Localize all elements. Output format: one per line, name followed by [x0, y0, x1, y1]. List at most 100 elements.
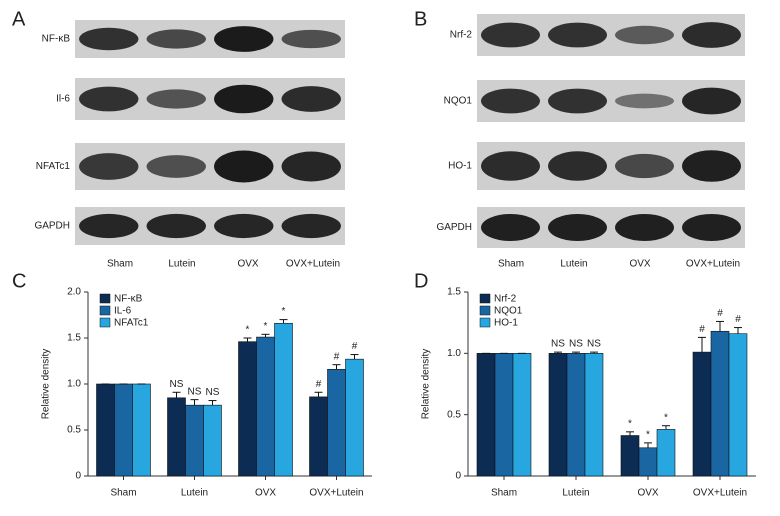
x-tick-label: OVX — [637, 488, 658, 499]
blot-band — [682, 150, 741, 182]
protein-label: GAPDH — [436, 222, 472, 233]
panel-letter: D — [414, 270, 428, 292]
bar — [638, 447, 658, 477]
blot-band — [481, 214, 540, 241]
significance-label: * — [282, 306, 286, 317]
blot-band — [146, 213, 206, 239]
blot-band — [79, 213, 139, 239]
legend-label: NQO1 — [494, 306, 523, 317]
bar — [203, 404, 222, 477]
panel-letter: C — [12, 270, 26, 292]
blot-band — [548, 22, 607, 48]
legend-swatch — [99, 317, 111, 328]
legend-label: NFATc1 — [114, 318, 149, 329]
legend-label: HO-1 — [494, 318, 518, 329]
protein-label: NF-κB — [42, 34, 71, 45]
blot-band — [481, 22, 540, 48]
lane-label: OVX+Lutein — [286, 259, 340, 270]
significance-label: NS — [170, 379, 184, 390]
significance-label: # — [334, 351, 340, 362]
bar — [566, 353, 586, 477]
bar — [710, 330, 730, 477]
y-tick-label: 0 — [455, 471, 461, 482]
y-tick-label: 2.0 — [67, 287, 81, 298]
blot-band — [682, 214, 741, 241]
x-tick-label: OVX+Lutein — [309, 488, 363, 499]
blot-band — [214, 84, 274, 114]
blot-band — [146, 155, 206, 178]
blot-band — [548, 214, 607, 241]
y-tick-label: 1.0 — [447, 348, 461, 359]
blot-band — [79, 86, 139, 112]
bar — [256, 336, 275, 477]
blot-band — [146, 89, 206, 109]
bar — [114, 383, 133, 477]
blot-band — [214, 26, 274, 52]
lane-label: Lutein — [168, 259, 195, 270]
significance-label: NS — [569, 339, 583, 350]
significance-label: NS — [206, 387, 220, 398]
significance-label: NS — [587, 339, 601, 350]
significance-label: NS — [551, 339, 565, 350]
blot-band — [682, 87, 741, 115]
bar — [548, 353, 568, 477]
protein-label: HO-1 — [448, 161, 472, 172]
blot-band — [481, 151, 540, 181]
bar — [728, 333, 748, 477]
bar — [185, 404, 204, 477]
y-tick-label: 1.5 — [447, 287, 461, 298]
y-axis-label: Relative density — [41, 349, 52, 420]
significance-label: # — [352, 341, 358, 352]
y-tick-label: 0.5 — [447, 409, 461, 420]
significance-label: * — [246, 325, 250, 336]
bar — [132, 383, 151, 477]
legend-swatch — [479, 317, 491, 328]
x-tick-label: Lutein — [562, 488, 589, 499]
legend-label: NF-κB — [114, 294, 143, 305]
x-tick-label: Sham — [491, 488, 517, 499]
bar — [167, 397, 186, 477]
protein-label: NFATc1 — [36, 161, 71, 172]
bar — [692, 351, 712, 477]
blot-band — [281, 86, 341, 112]
legend-swatch — [479, 305, 491, 316]
blot-band — [146, 29, 206, 49]
blot-band — [682, 22, 741, 48]
panel-letter: B — [414, 8, 427, 30]
bar — [620, 435, 640, 477]
significance-label: * — [628, 418, 632, 429]
blot-band — [281, 151, 341, 182]
protein-label: NQO1 — [444, 96, 473, 107]
significance-label: # — [735, 314, 741, 325]
y-tick-label: 0 — [75, 471, 81, 482]
blot-band — [281, 213, 341, 239]
significance-label: * — [664, 412, 668, 423]
legend-swatch — [479, 293, 491, 304]
bar — [512, 353, 532, 477]
blot-band — [214, 150, 274, 183]
x-tick-label: OVX — [255, 488, 276, 499]
bar — [345, 358, 364, 477]
panel-letter: A — [12, 8, 26, 30]
significance-label: * — [264, 321, 268, 332]
lane-label: Sham — [107, 259, 133, 270]
legend-swatch — [99, 293, 111, 304]
y-tick-label: 1.5 — [67, 333, 81, 344]
protein-label: Nrf-2 — [450, 30, 473, 41]
bar — [238, 341, 257, 477]
lane-label: Sham — [498, 259, 524, 270]
significance-label: NS — [188, 386, 202, 397]
blot-band — [548, 151, 607, 181]
legend-swatch — [99, 305, 111, 316]
lane-label: OVX — [237, 259, 258, 270]
blot-band — [615, 25, 674, 45]
bar — [476, 353, 496, 477]
lane-label: Lutein — [560, 259, 587, 270]
bar — [584, 353, 604, 477]
y-tick-label: 0.5 — [67, 425, 81, 436]
blot-band — [79, 153, 139, 180]
legend-label: IL-6 — [114, 306, 132, 317]
blot-band — [615, 214, 674, 241]
significance-label: # — [316, 379, 322, 390]
